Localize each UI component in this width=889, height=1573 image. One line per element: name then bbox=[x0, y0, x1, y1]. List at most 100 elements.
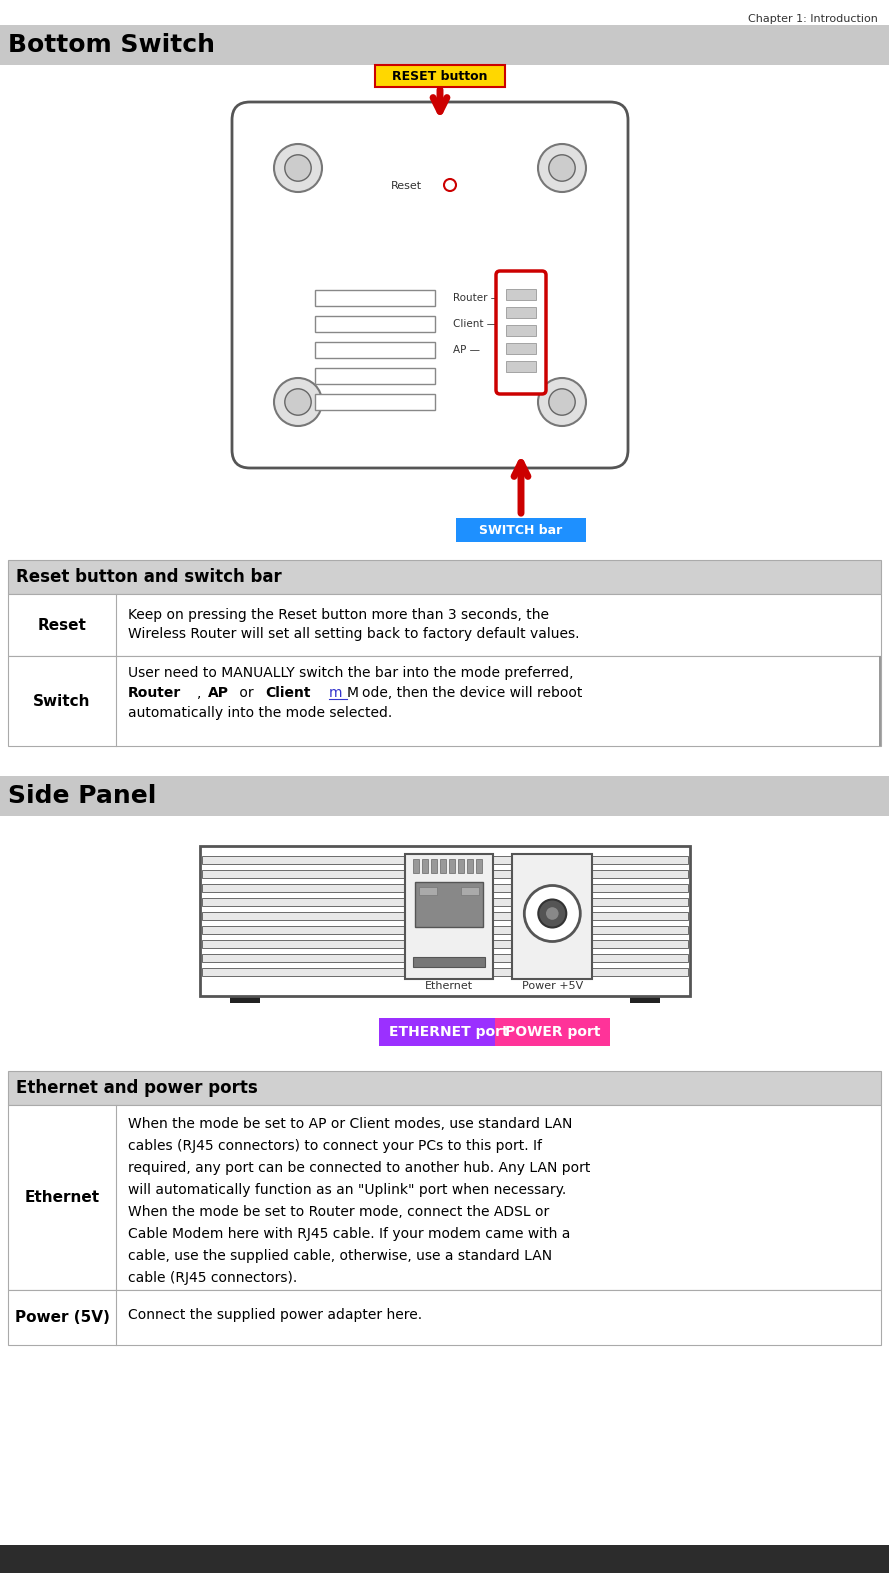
Text: m: m bbox=[329, 686, 342, 700]
Bar bbox=[202, 941, 687, 949]
Bar bbox=[202, 856, 687, 864]
Bar bbox=[449, 859, 455, 873]
Bar bbox=[315, 393, 435, 411]
Bar bbox=[629, 991, 660, 1004]
Text: Power (5V): Power (5V) bbox=[14, 1310, 109, 1324]
Bar bbox=[431, 859, 437, 873]
Bar bbox=[202, 884, 687, 892]
Bar bbox=[0, 1545, 889, 1573]
Text: cable, use the supplied cable, otherwise, use a standard LAN: cable, use the supplied cable, otherwise… bbox=[128, 1249, 552, 1263]
Bar bbox=[468, 859, 473, 873]
Text: User need to MANUALLY switch the bar into the mode preferred,: User need to MANUALLY switch the bar int… bbox=[128, 665, 573, 680]
Bar bbox=[8, 656, 881, 746]
Bar bbox=[0, 775, 889, 816]
Text: Router: Router bbox=[128, 686, 181, 700]
Text: When the mode be set to AP or Client modes, use standard LAN: When the mode be set to AP or Client mod… bbox=[128, 1117, 573, 1131]
Text: will automatically function as an "Uplink" port when necessary.: will automatically function as an "Uplin… bbox=[128, 1183, 566, 1197]
Bar bbox=[506, 343, 536, 354]
Circle shape bbox=[545, 906, 559, 920]
Text: Wireless Router will set all setting back to factory default values.: Wireless Router will set all setting bac… bbox=[128, 628, 580, 642]
Bar bbox=[375, 64, 505, 87]
Bar bbox=[506, 307, 536, 318]
Bar bbox=[405, 854, 493, 978]
Text: When the mode be set to Router mode, connect the ADSL or: When the mode be set to Router mode, con… bbox=[128, 1205, 549, 1219]
Text: cables (RJ45 connectors) to connect your PCs to this port. If: cables (RJ45 connectors) to connect your… bbox=[128, 1139, 542, 1153]
Text: Ethernet and power ports: Ethernet and power ports bbox=[16, 1079, 258, 1096]
Bar bbox=[8, 560, 881, 595]
Text: Switch: Switch bbox=[33, 694, 91, 708]
Text: Reset: Reset bbox=[391, 181, 422, 190]
Circle shape bbox=[274, 378, 322, 426]
Text: AP —: AP — bbox=[453, 344, 480, 355]
Circle shape bbox=[538, 145, 586, 192]
Bar bbox=[199, 846, 690, 996]
Bar bbox=[506, 326, 536, 337]
Bar bbox=[461, 887, 479, 895]
Text: Keep on pressing the Reset button more than 3 seconds, the: Keep on pressing the Reset button more t… bbox=[128, 609, 549, 621]
Text: automatically into the mode selected.: automatically into the mode selected. bbox=[128, 706, 392, 720]
Bar bbox=[8, 1104, 881, 1290]
Circle shape bbox=[284, 154, 311, 181]
Bar bbox=[229, 991, 260, 1004]
Text: POWER port: POWER port bbox=[505, 1026, 600, 1040]
Bar bbox=[315, 316, 435, 332]
Text: required, any port can be connected to another hub. Any LAN port: required, any port can be connected to a… bbox=[128, 1161, 590, 1175]
Bar bbox=[420, 887, 437, 895]
Text: Client: Client bbox=[265, 686, 310, 700]
FancyBboxPatch shape bbox=[232, 102, 628, 469]
Text: Bottom Switch: Bottom Switch bbox=[8, 33, 215, 57]
Text: Router —: Router — bbox=[453, 293, 501, 304]
Bar bbox=[422, 859, 428, 873]
Bar bbox=[459, 859, 464, 873]
Text: Reset button and switch bar: Reset button and switch bar bbox=[16, 568, 282, 587]
Text: M: M bbox=[347, 686, 358, 700]
Bar bbox=[506, 360, 536, 371]
FancyBboxPatch shape bbox=[496, 271, 546, 393]
Bar bbox=[202, 870, 687, 878]
Text: or: or bbox=[235, 686, 258, 700]
Bar bbox=[495, 1018, 610, 1046]
Text: SWITCH bar: SWITCH bar bbox=[479, 524, 563, 536]
Bar bbox=[315, 341, 435, 359]
Text: Ethernet: Ethernet bbox=[425, 982, 473, 991]
Circle shape bbox=[444, 179, 456, 190]
Bar bbox=[415, 882, 484, 926]
Text: cable (RJ45 connectors).: cable (RJ45 connectors). bbox=[128, 1271, 297, 1285]
Text: Ethernet: Ethernet bbox=[24, 1191, 100, 1205]
Bar bbox=[506, 289, 536, 300]
Bar bbox=[413, 956, 485, 967]
Circle shape bbox=[549, 389, 575, 415]
Bar bbox=[0, 25, 889, 64]
Bar bbox=[380, 1018, 519, 1046]
Bar bbox=[8, 1071, 881, 1104]
Bar bbox=[202, 898, 687, 906]
Bar bbox=[202, 912, 687, 920]
Text: ode, then the device will reboot: ode, then the device will reboot bbox=[362, 686, 582, 700]
Text: Chapter 1: Introduction: Chapter 1: Introduction bbox=[749, 14, 878, 24]
Text: AP: AP bbox=[208, 686, 229, 700]
Bar bbox=[456, 518, 586, 543]
Circle shape bbox=[549, 154, 575, 181]
Bar bbox=[315, 289, 435, 307]
Circle shape bbox=[274, 145, 322, 192]
Bar bbox=[879, 656, 881, 746]
Bar bbox=[8, 595, 881, 656]
Text: Side Panel: Side Panel bbox=[8, 783, 156, 809]
Text: ,: , bbox=[196, 686, 205, 700]
Circle shape bbox=[538, 378, 586, 426]
Bar bbox=[315, 368, 435, 384]
Text: RESET button: RESET button bbox=[392, 69, 488, 82]
Bar bbox=[440, 859, 446, 873]
Circle shape bbox=[525, 886, 581, 942]
Bar bbox=[202, 967, 687, 975]
Text: Power +5V: Power +5V bbox=[522, 982, 583, 991]
Text: ETHERNET port: ETHERNET port bbox=[389, 1026, 509, 1040]
Bar bbox=[202, 926, 687, 934]
Circle shape bbox=[284, 389, 311, 415]
Bar bbox=[413, 859, 420, 873]
Text: Client —: Client — bbox=[453, 319, 497, 329]
Text: Cable Modem here with RJ45 cable. If your modem came with a: Cable Modem here with RJ45 cable. If you… bbox=[128, 1227, 571, 1241]
Bar bbox=[8, 1290, 881, 1345]
Text: Reset: Reset bbox=[37, 618, 86, 632]
Circle shape bbox=[539, 900, 566, 928]
